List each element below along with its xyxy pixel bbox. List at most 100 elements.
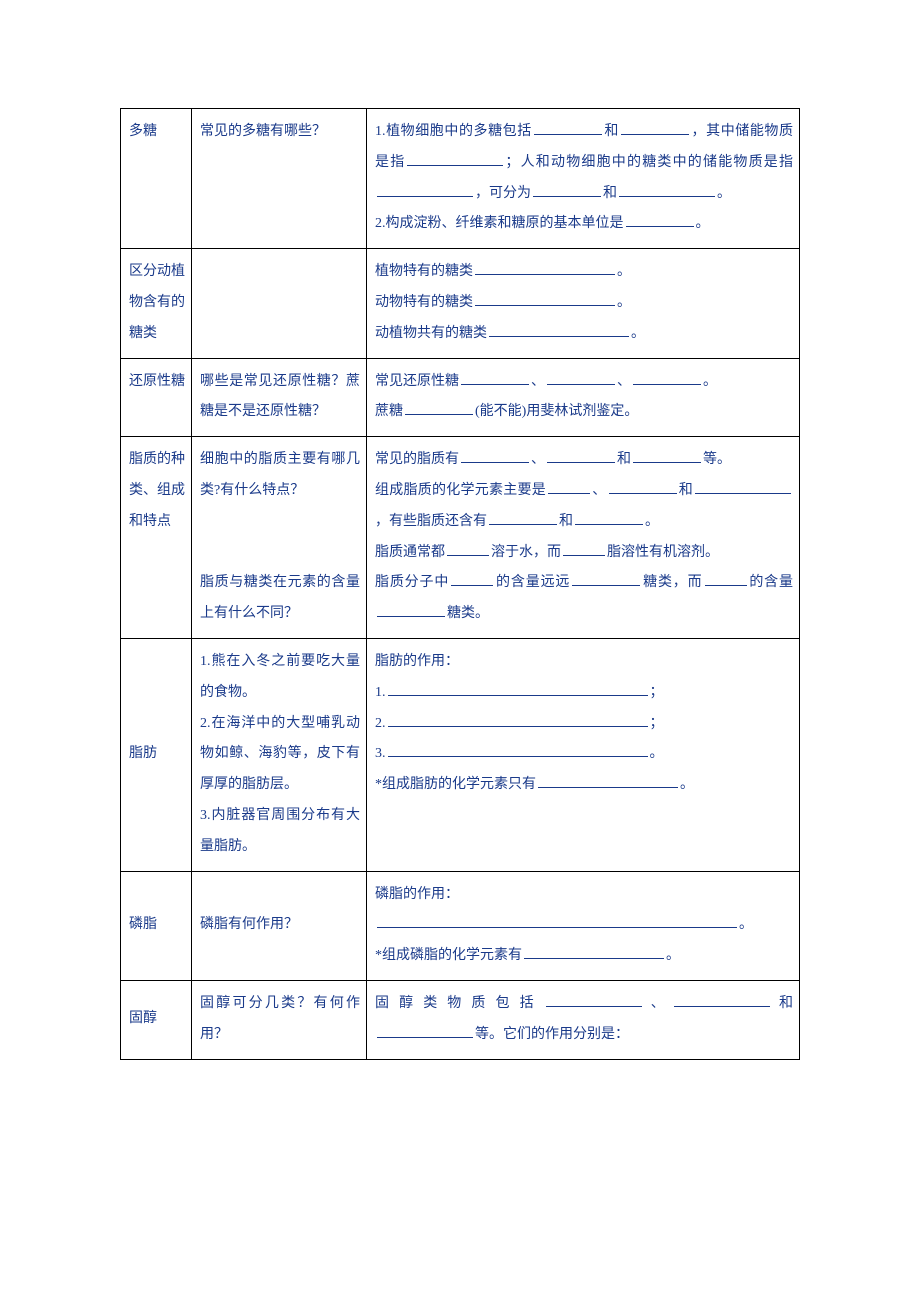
fill-blank[interactable]: [475, 293, 615, 306]
fill-blank[interactable]: [538, 775, 678, 788]
text: 常见的脂质有: [375, 452, 459, 467]
text: 和: [679, 483, 694, 498]
table-row: 还原性糖 哪些是常见还原性糖？蔗糖是不是还原性糖？ 常见还原性糖、、。 蔗糖(能…: [121, 358, 800, 437]
text: ；: [650, 685, 664, 700]
content-cell: 固醇类物质包括、和等。它们的作用分别是：: [367, 980, 800, 1059]
fill-blank[interactable]: [626, 214, 694, 227]
text: 动物特有的糖类: [375, 295, 473, 310]
fill-blank[interactable]: [388, 713, 648, 726]
text: 的含量: [749, 575, 794, 590]
content-cell: 脂肪的作用： 1.； 2.； 3.。 *组成脂肪的化学元素只有。: [367, 638, 800, 871]
text: ，有些脂质还含有: [375, 514, 487, 529]
fill-blank[interactable]: [451, 573, 493, 586]
fill-blank[interactable]: [461, 450, 529, 463]
text: 、: [592, 483, 607, 498]
text: 。: [617, 295, 631, 310]
fill-blank[interactable]: [524, 946, 664, 959]
fill-blank[interactable]: [546, 994, 642, 1007]
question-text: 细胞中的脂质主要有哪几类?有什么特点？: [200, 452, 360, 498]
text: 、: [531, 374, 545, 389]
fill-blank[interactable]: [377, 915, 737, 928]
fill-blank[interactable]: [547, 371, 615, 384]
fill-blank[interactable]: [548, 481, 590, 494]
text: 动植物共有的糖类: [375, 326, 487, 341]
text: 。: [717, 186, 731, 201]
text: 。: [739, 917, 753, 932]
text: 。: [631, 326, 645, 341]
question-text: 脂质与糖类在元素的含量上有什么不同？: [200, 575, 360, 621]
text: 常见还原性糖: [375, 374, 459, 389]
fill-blank[interactable]: [405, 402, 473, 415]
text: 糖类，而: [642, 575, 702, 590]
fill-blank[interactable]: [619, 183, 715, 196]
table-row: 脂肪 1.熊在入冬之前要吃大量的食物。 2.在海洋中的大型哺乳动物如鲸、海豹等，…: [121, 638, 800, 871]
fill-blank[interactable]: [475, 262, 615, 275]
question-cell: 常见的多糖有哪些？: [192, 109, 367, 249]
text: 蔗糖: [375, 404, 403, 419]
text: 。: [645, 514, 659, 529]
text: 和: [617, 452, 631, 467]
fill-blank[interactable]: [609, 481, 677, 494]
fill-blank[interactable]: [534, 122, 602, 135]
topic-cell: 固醇: [121, 980, 192, 1059]
fill-blank[interactable]: [377, 183, 473, 196]
question-cell: 1.熊在入冬之前要吃大量的食物。 2.在海洋中的大型哺乳动物如鲸、海豹等，皮下有…: [192, 638, 367, 871]
topic-cell: 脂质的种类、组成和特点: [121, 437, 192, 639]
fill-blank[interactable]: [572, 573, 640, 586]
question-cell: 哪些是常见还原性糖？蔗糖是不是还原性糖？: [192, 358, 367, 437]
text: 脂质通常都: [375, 545, 445, 560]
text: 溶于水，而: [491, 545, 561, 560]
text: 2.: [375, 716, 386, 731]
topic-cell: 区分动植物含有的糖类: [121, 249, 192, 358]
table-row: 磷脂 磷脂有何作用？ 磷脂的作用： 。 *组成磷脂的化学元素有。: [121, 871, 800, 980]
topic-label: 磷脂: [129, 917, 157, 932]
fill-blank[interactable]: [489, 323, 629, 336]
text: *组成脂肪的化学元素只有: [375, 777, 536, 792]
topic-label: 脂质的种类、组成和特点: [129, 452, 185, 529]
fill-blank[interactable]: [633, 450, 701, 463]
text: 磷脂的作用：: [375, 887, 459, 902]
text: 的含量远远: [495, 575, 570, 590]
text: 固醇类物质包括: [375, 996, 544, 1011]
text: 、: [531, 452, 545, 467]
text: 糖类。: [447, 606, 489, 621]
table-row: 多糖 常见的多糖有哪些？ 1.植物细胞中的多糖包括和，其中储能物质是指；人和动物…: [121, 109, 800, 249]
fill-blank[interactable]: [461, 371, 529, 384]
fill-blank[interactable]: [621, 122, 689, 135]
text: 组成脂质的化学元素主要是: [375, 483, 546, 498]
text: 。: [617, 264, 631, 279]
content-cell: 磷脂的作用： 。 *组成磷脂的化学元素有。: [367, 871, 800, 980]
fill-blank[interactable]: [407, 153, 503, 166]
text: 。: [703, 374, 717, 389]
fill-blank[interactable]: [633, 371, 701, 384]
text: ，可分为: [475, 186, 531, 201]
fill-blank[interactable]: [575, 511, 643, 524]
text: 脂质分子中: [375, 575, 449, 590]
fill-blank[interactable]: [533, 183, 601, 196]
fill-blank[interactable]: [547, 450, 615, 463]
topic-label: 还原性糖: [129, 374, 185, 389]
question-text: 常见的多糖有哪些？: [200, 124, 326, 139]
table-row: 脂质的种类、组成和特点 细胞中的脂质主要有哪几类?有什么特点？ 脂质与糖类在元素…: [121, 437, 800, 639]
fill-blank[interactable]: [377, 1024, 473, 1037]
fill-blank[interactable]: [674, 994, 770, 1007]
fill-blank[interactable]: [388, 682, 648, 695]
topic-label: 脂肪: [129, 746, 157, 761]
topic-label: 多糖: [129, 124, 157, 139]
fill-blank[interactable]: [705, 573, 747, 586]
fill-blank[interactable]: [447, 542, 489, 555]
text: 和: [559, 514, 573, 529]
fill-blank[interactable]: [377, 604, 445, 617]
text: 。: [666, 948, 680, 963]
text: (能不能)用斐林试剂鉴定。: [475, 404, 638, 419]
fill-blank[interactable]: [388, 744, 648, 757]
content-cell: 常见的脂质有、和等。 组成脂质的化学元素主要是、和，有些脂质还含有和。 脂质通常…: [367, 437, 800, 639]
text: 。: [680, 777, 694, 792]
topic-cell: 磷脂: [121, 871, 192, 980]
fill-blank[interactable]: [695, 481, 791, 494]
worksheet-table: 多糖 常见的多糖有哪些？ 1.植物细胞中的多糖包括和，其中储能物质是指；人和动物…: [120, 108, 800, 1060]
fill-blank[interactable]: [489, 511, 557, 524]
fill-blank[interactable]: [563, 542, 605, 555]
topic-cell: 脂肪: [121, 638, 192, 871]
text: 脂溶性有机溶剂。: [607, 545, 719, 560]
